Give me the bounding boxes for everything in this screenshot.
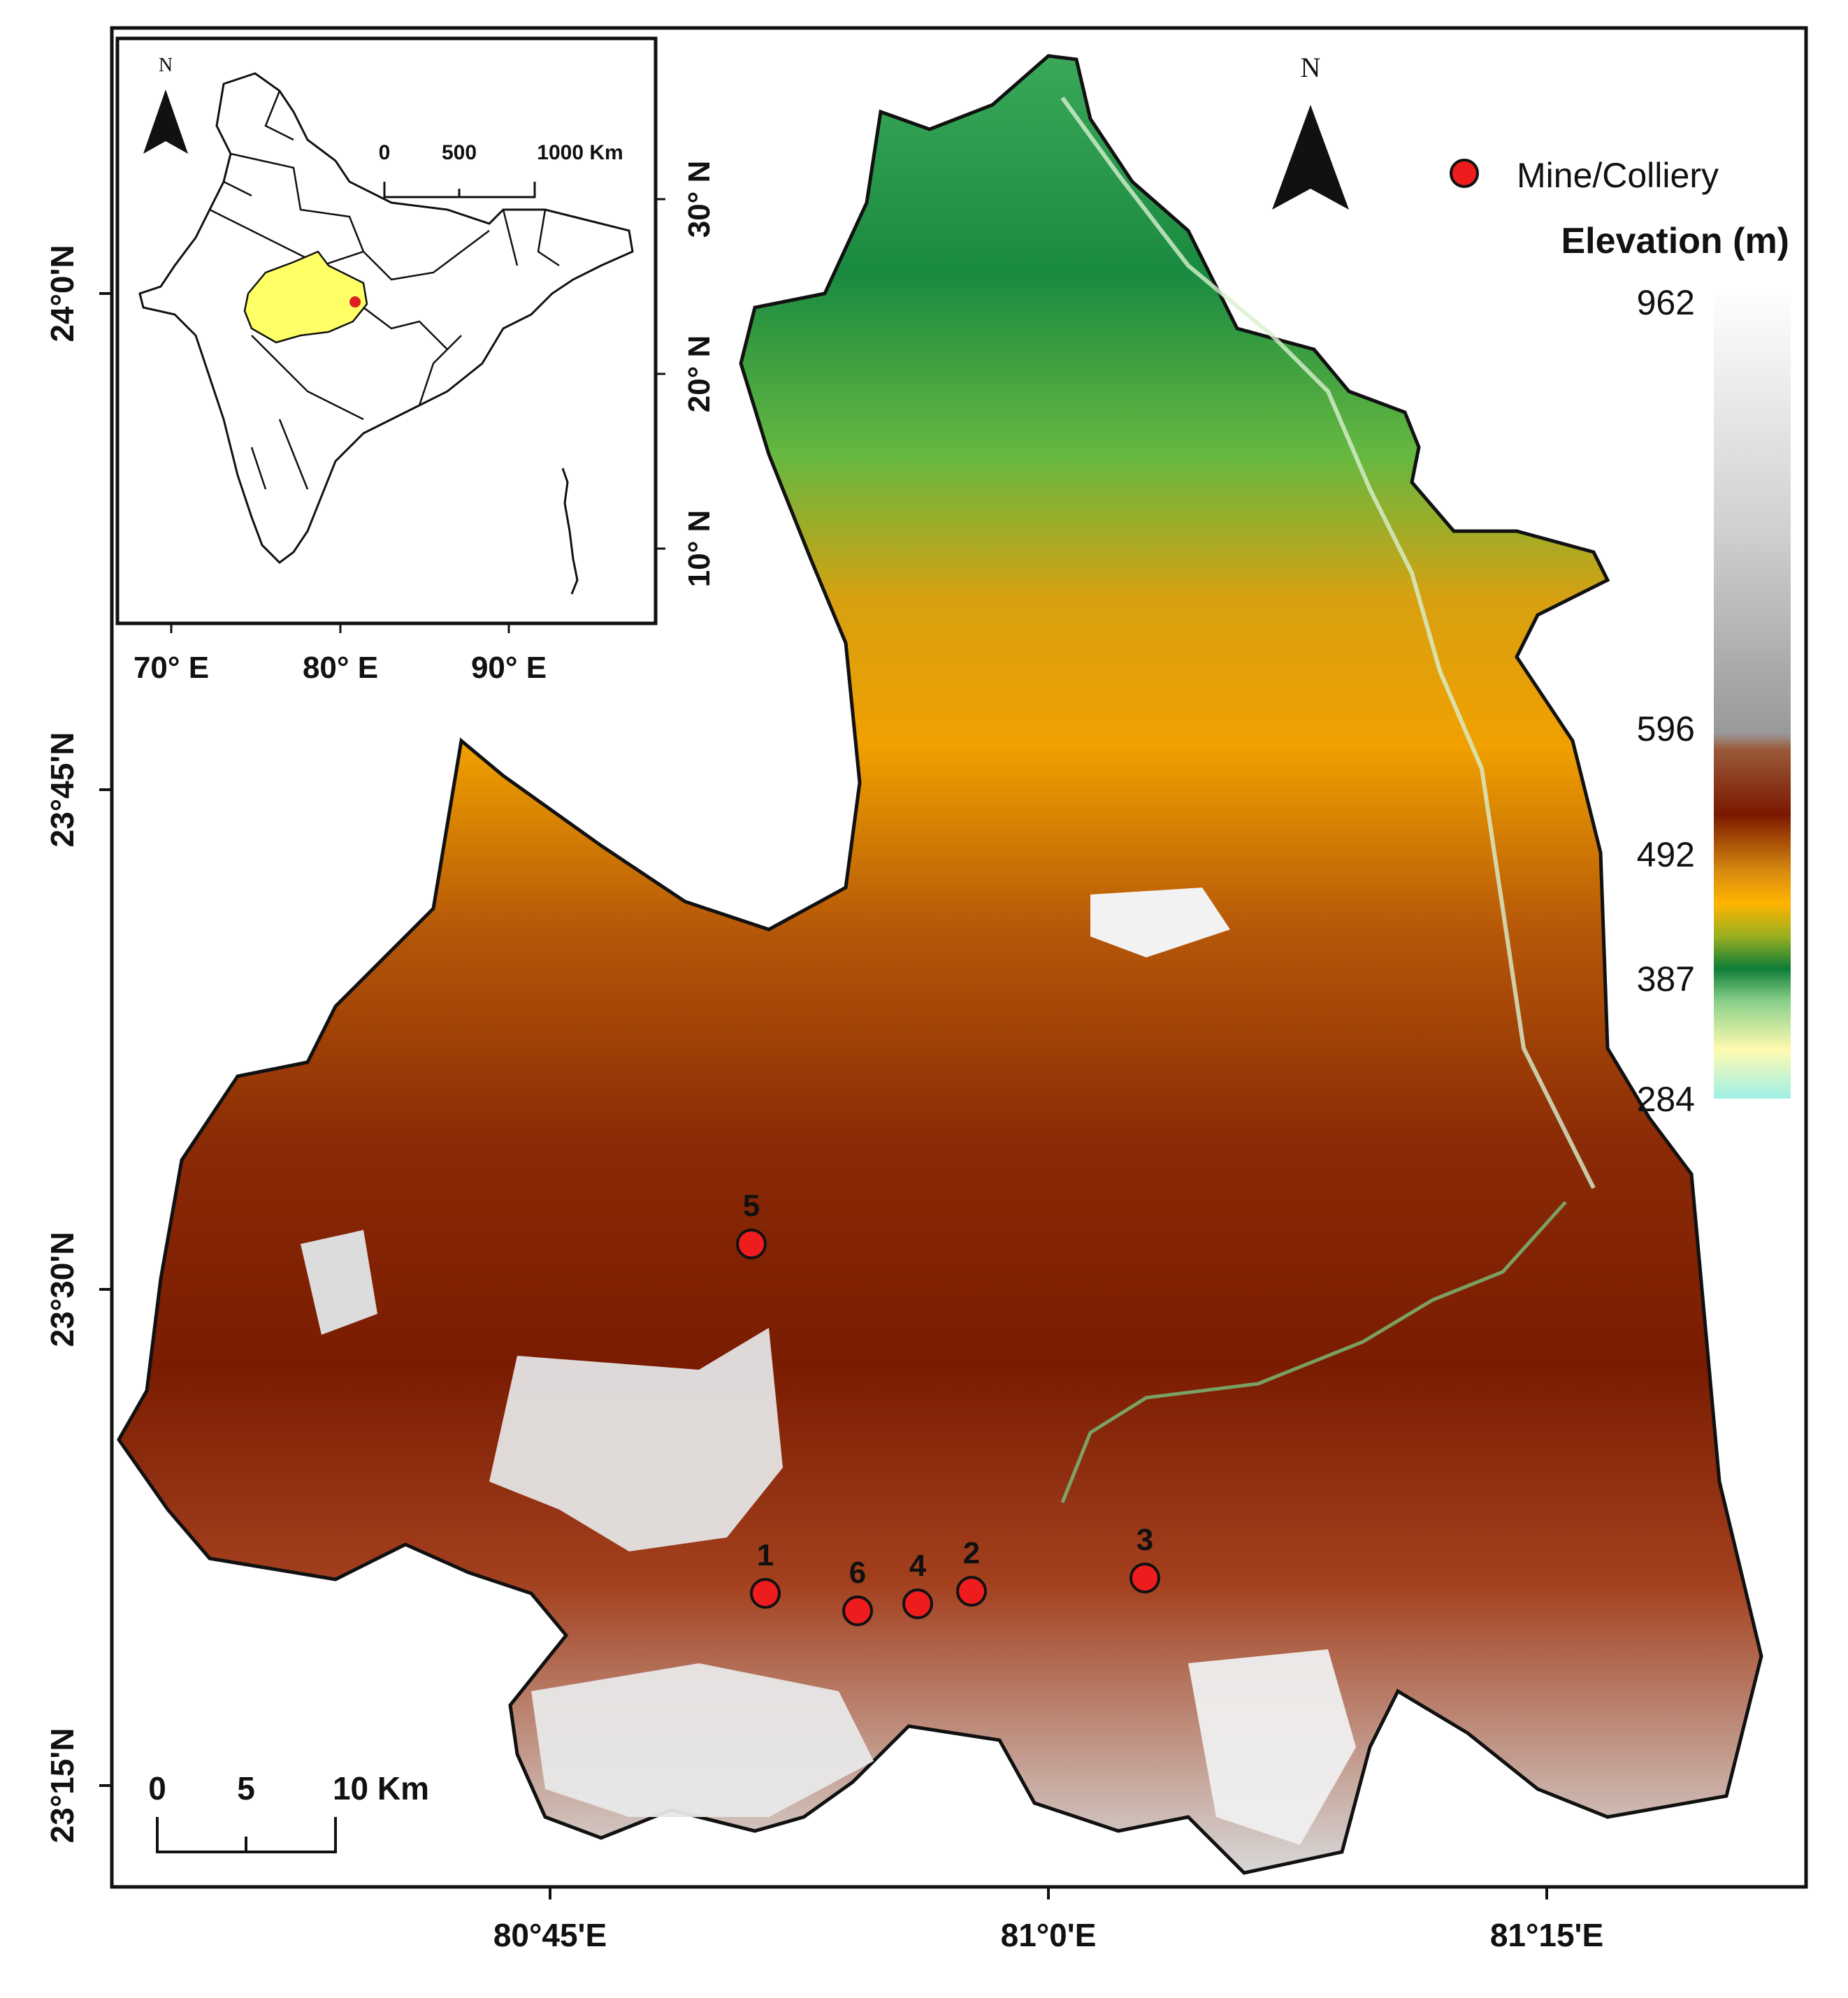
ramp-label: 596 bbox=[1637, 709, 1695, 748]
inset-lat-tick-label: 20° N bbox=[682, 335, 716, 413]
mine-6[interactable]: 6 bbox=[842, 1556, 873, 1626]
andaman-islands bbox=[561, 468, 579, 595]
lon-tick-label: 81°0'E bbox=[1001, 1917, 1097, 1953]
map-frame bbox=[110, 26, 1808, 1889]
mine-label: 4 bbox=[909, 1549, 927, 1583]
mine-label: 6 bbox=[849, 1556, 866, 1590]
highland-patch bbox=[1188, 1649, 1356, 1845]
lat-tick-label: 24°0'N bbox=[44, 245, 80, 342]
mine-label: 2 bbox=[963, 1536, 980, 1570]
mine-label: 3 bbox=[1136, 1523, 1153, 1557]
india-outline bbox=[138, 72, 634, 564]
inset-north-arrow-icon: N bbox=[143, 55, 188, 154]
mine-1[interactable]: 1 bbox=[750, 1538, 781, 1609]
river bbox=[1060, 96, 1596, 1189]
mine-legend-label: Mine/Colliery bbox=[1517, 156, 1719, 195]
inset-lon-tick-label: 80° E bbox=[303, 651, 378, 685]
inset-scale-label: 1000 Km bbox=[537, 141, 623, 164]
mine-5[interactable]: 5 bbox=[736, 1189, 767, 1259]
scale-label: 10 Km bbox=[333, 1770, 429, 1807]
mine-label: 1 bbox=[757, 1538, 774, 1572]
inset-scale-bar: 0 500 1000 Km bbox=[379, 141, 623, 198]
highland-patch bbox=[489, 1328, 783, 1551]
lat-tick-label: 23°15'N bbox=[44, 1728, 80, 1844]
highland-patch bbox=[301, 1230, 377, 1335]
lon-tick-label: 80°45'E bbox=[493, 1917, 607, 1953]
scale-label: 0 bbox=[148, 1770, 166, 1807]
north-label: N bbox=[1301, 52, 1321, 83]
scale-bar: 0 5 10 Km bbox=[148, 1770, 429, 1853]
mine-4[interactable]: 4 bbox=[902, 1549, 933, 1619]
ramp-label-max: 962 bbox=[1637, 283, 1695, 322]
india-internal-borders bbox=[209, 90, 560, 490]
river bbox=[1060, 1201, 1567, 1503]
highland-patch bbox=[531, 1663, 874, 1817]
elevation-legend-title: Elevation (m) bbox=[1561, 221, 1790, 261]
elevation-color-ramp bbox=[1714, 287, 1791, 1099]
north-arrow-icon: N bbox=[1272, 52, 1349, 210]
lon-tick-label: 81°15'E bbox=[1490, 1917, 1603, 1953]
inset-scale-label: 500 bbox=[442, 141, 477, 164]
mine-legend-icon bbox=[1450, 159, 1479, 188]
latitude-axis: 24°0'N 23°45'N 23°30'N 23°15'N bbox=[44, 245, 112, 1843]
inset-north-label: N bbox=[159, 55, 173, 76]
inset-lat-tick-label: 30° N bbox=[682, 161, 716, 238]
study-area bbox=[117, 54, 1763, 1875]
longitude-axis: 80°45'E 81°0'E 81°15'E bbox=[493, 1887, 1603, 1953]
highland-patch bbox=[1090, 888, 1230, 957]
mine-label: 5 bbox=[743, 1189, 760, 1223]
mine-3[interactable]: 3 bbox=[1129, 1523, 1160, 1593]
ramp-label: 492 bbox=[1637, 835, 1695, 874]
legend: Mine/Colliery Elevation (m) 962 596 492 … bbox=[1450, 156, 1791, 1119]
inset-lon-tick-label: 90° E bbox=[471, 651, 547, 685]
study-area-marker bbox=[349, 296, 361, 307]
inset-map: N 0 500 1000 Km 70° E 80° E 90° E 30° N … bbox=[115, 36, 716, 685]
ramp-label-min: 284 bbox=[1637, 1080, 1695, 1119]
inset-lon-tick-label: 70° E bbox=[133, 651, 209, 685]
ramp-label: 387 bbox=[1637, 960, 1695, 999]
scale-label: 5 bbox=[237, 1770, 255, 1807]
madhya-pradesh-highlight bbox=[243, 250, 368, 344]
lat-tick-label: 23°45'N bbox=[44, 732, 80, 848]
inset-lat-tick-label: 10° N bbox=[682, 510, 716, 588]
inset-scale-label: 0 bbox=[379, 141, 391, 164]
mine-2[interactable]: 2 bbox=[956, 1536, 987, 1607]
lat-tick-label: 23°30'N bbox=[44, 1232, 80, 1347]
mine-markers: 1 6 4 2 3 5 bbox=[736, 1189, 1160, 1626]
